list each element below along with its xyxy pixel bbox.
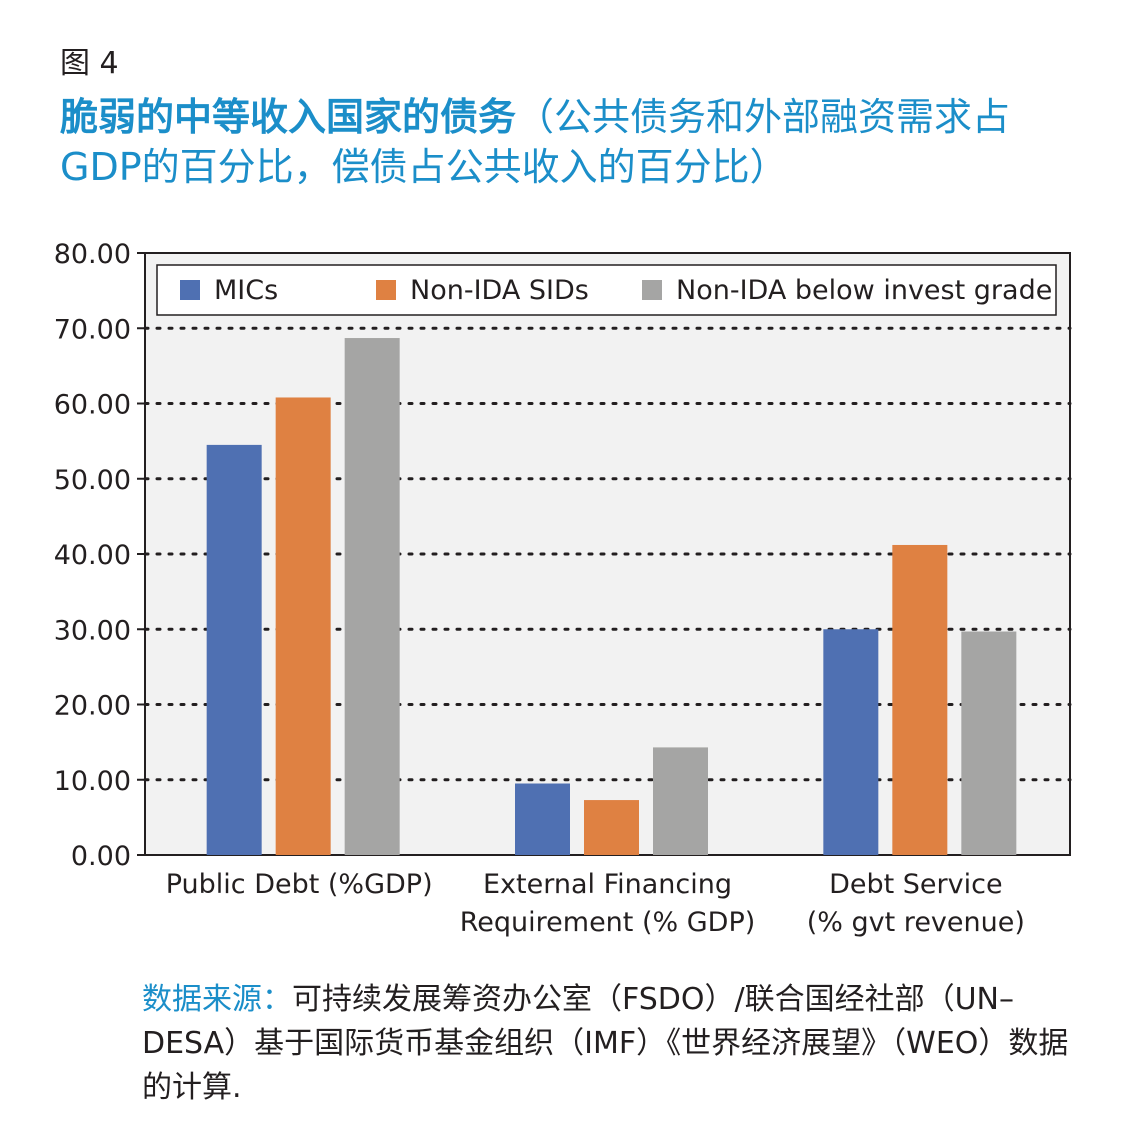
bar-2-0 <box>823 629 879 855</box>
legend-swatch-0 <box>180 280 200 300</box>
bar-0-1 <box>275 397 331 855</box>
chart-title: 脆弱的中等收入国家的债务（公共债务和外部融资需求占GDP的百分比，偿债占公共收入… <box>60 92 1090 192</box>
y-axis-ticks: 0.00 10.00 20.00 30.00 40.00 50.00 60.00 70.00 8… <box>54 239 145 872</box>
source-note: 数据来源：可持续发展筹资办公室（FSDO）/联合国经社部（UN–DESA）基于国… <box>142 978 1072 1110</box>
x-axis-label-line-2-0: Debt Service <box>829 869 1003 900</box>
bars <box>206 338 1017 856</box>
source-label: 数据来源： <box>142 982 292 1017</box>
y-tick-label-7: 70.00 <box>54 314 131 345</box>
legend-label-1: Non-IDA SIDs <box>410 275 589 306</box>
bar-0-0 <box>206 444 262 855</box>
figure-label: 图 4 <box>60 46 119 81</box>
y-tick-label-3: 30.00 <box>54 615 131 646</box>
legend-swatch-1 <box>376 280 396 300</box>
bar-chart: 0.00 10.00 20.00 30.00 40.00 50.00 60.00 70.00 8… <box>54 239 1072 938</box>
y-tick-label-0: 0.00 <box>71 841 131 872</box>
legend-swatch-2 <box>642 280 662 300</box>
y-tick-label-6: 60.00 <box>54 390 131 421</box>
x-axis-label-0: Public Debt (%GDP) <box>166 869 433 900</box>
bar-2-2 <box>961 631 1017 855</box>
y-tick-label-4: 40.00 <box>54 540 131 571</box>
y-tick-label-5: 50.00 <box>54 465 131 496</box>
source-text: 可持续发展筹资办公室（FSDO）/联合国经社部（UN–DESA）基于国际货币基金… <box>142 982 1069 1105</box>
x-axis-labels: Public Debt (%GDP) External Financing Requ… <box>166 869 1025 938</box>
legend-label-2: Non-IDA below invest grade <box>676 275 1052 306</box>
bar-1-0 <box>515 783 570 855</box>
legend-box <box>156 264 1057 316</box>
bar-2-1 <box>892 544 948 855</box>
y-tick-label-2: 20.00 <box>54 691 131 722</box>
bar-1-1 <box>584 800 639 855</box>
bar-1-2 <box>653 747 708 855</box>
chart-title-bold: 脆弱的中等收入国家的债务 <box>60 95 517 139</box>
x-axis-label-line-1-1: Requirement (% GDP) <box>460 907 756 938</box>
x-axis-label-2: Debt Service (% gvt revenue) <box>807 869 1025 938</box>
x-axis-label-line-1-0: External Financing <box>483 869 732 900</box>
x-axis-label-1: External Financing Requirement (% GDP) <box>460 869 756 938</box>
legend-label-0: MICs <box>214 275 278 306</box>
legend: MICs Non-IDA SIDs Non-IDA below invest gra… <box>156 264 1057 316</box>
x-axis-label-line-2-1: (% gvt revenue) <box>807 907 1025 938</box>
y-tick-label-8: 80.00 <box>54 239 131 270</box>
chart-title-rest: （公共债务和外部融资需求占GDP的百分比，偿债占公共收入的百分比） <box>60 95 1011 189</box>
bar-0-2 <box>344 338 400 856</box>
x-axis-label-line-0-0: Public Debt (%GDP) <box>166 869 433 900</box>
y-tick-label-1: 10.00 <box>54 766 131 797</box>
